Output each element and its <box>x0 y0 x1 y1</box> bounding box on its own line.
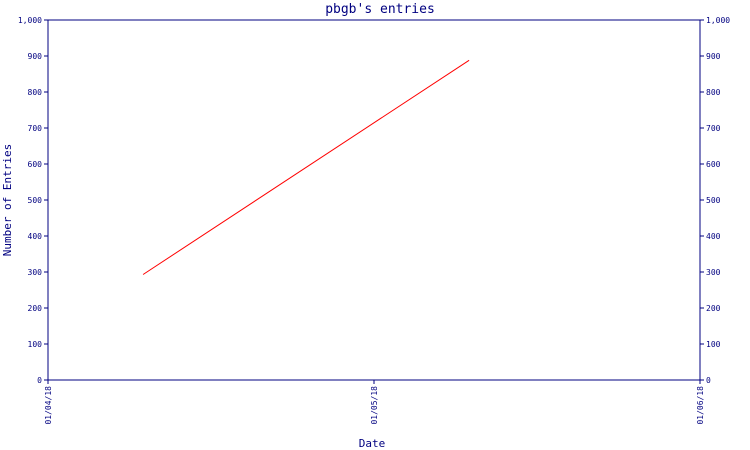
y-tick-label-left: 300 <box>28 268 43 277</box>
y-tick-label-right: 0 <box>706 376 711 385</box>
y-tick-label-right: 200 <box>706 304 721 313</box>
y-tick-label-left: 400 <box>28 232 43 241</box>
y-tick-label-right: 1,000 <box>706 16 730 25</box>
x-tick-label: 01/05/18 <box>370 386 379 425</box>
y-tick-label-left: 100 <box>28 340 43 349</box>
plot-frame <box>47 19 701 381</box>
y-tick-label-right: 500 <box>706 196 721 205</box>
y-axis-left: 0 100 200 300 400 500 600 700 800 900 1,000 <box>18 16 48 385</box>
series-line <box>142 59 470 275</box>
y-axis-right: 0 100 200 300 400 500 600 700 800 900 1,000 <box>700 16 730 385</box>
y-tick-label-right: 900 <box>706 52 721 61</box>
y-tick-label-right: 700 <box>706 124 721 133</box>
y-tick-label-left: 1,000 <box>18 16 42 25</box>
x-axis-title: Date <box>359 437 386 450</box>
y-tick-label-right: 600 <box>706 160 721 169</box>
y-tick-label-left: 0 <box>37 376 42 385</box>
y-tick-label-left: 500 <box>28 196 43 205</box>
y-tick-label-left: 600 <box>28 160 43 169</box>
chart-title: pbgb's entries <box>325 2 435 17</box>
x-tick-label: 01/06/18 <box>696 386 705 425</box>
series-group <box>142 59 470 275</box>
y-tick-label-left: 900 <box>28 52 43 61</box>
y-tick-label-right: 400 <box>706 232 721 241</box>
y-axis-title: Number of Entries <box>1 144 14 257</box>
y-tick-label-right: 300 <box>706 268 721 277</box>
x-tick-label: 01/04/18 <box>44 386 53 425</box>
y-tick-label-right: 100 <box>706 340 721 349</box>
y-tick-label-left: 200 <box>28 304 43 313</box>
x-axis: 01/04/18 01/05/18 01/06/18 <box>44 380 705 425</box>
y-tick-label-right: 800 <box>706 88 721 97</box>
y-tick-label-left: 700 <box>28 124 43 133</box>
y-tick-label-left: 800 <box>28 88 43 97</box>
